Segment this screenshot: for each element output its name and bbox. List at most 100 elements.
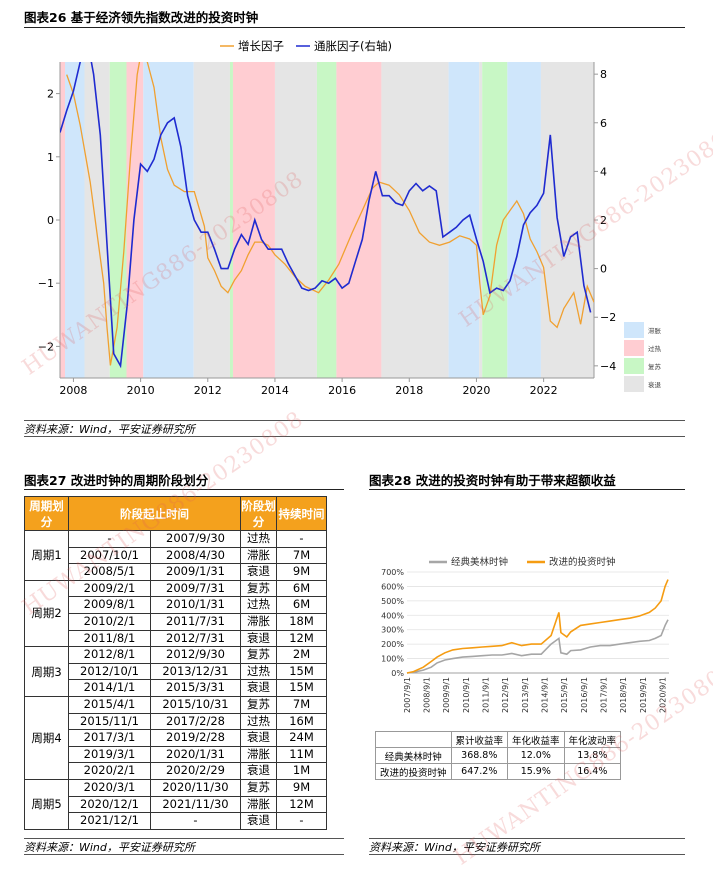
y-right-tick-label: −2 bbox=[600, 311, 616, 324]
phase-band bbox=[143, 62, 194, 378]
cycle-table-row: 2020/12/1 2021/11/30 滞胀 12M bbox=[25, 795, 327, 814]
legend-label: 增长因子 bbox=[238, 39, 284, 53]
cycle-table-row: 2012/10/1 2013/12/31 过热 15M bbox=[25, 662, 327, 681]
phase-start: 2010/2/1 bbox=[68, 612, 151, 631]
y-left-tick-label: 2 bbox=[47, 88, 54, 101]
y-right-tick-label: −4 bbox=[600, 360, 616, 373]
x-tick-label: 2020/9/1 bbox=[658, 677, 667, 713]
phase-name: 过热 bbox=[240, 596, 277, 614]
x-tick-label: 2013/9/1 bbox=[521, 677, 530, 713]
y-tick-label: 300% bbox=[381, 626, 404, 635]
phase-legend-label: 衰退 bbox=[648, 380, 662, 389]
x-tick-label: 2009/9/1 bbox=[442, 677, 451, 713]
phase-duration: - bbox=[276, 530, 327, 548]
x-tick-label: 2010 bbox=[127, 384, 155, 397]
phase-start: 2017/3/1 bbox=[68, 729, 151, 747]
perf-header-ann-vol: 年化波动率 bbox=[563, 731, 622, 748]
fig28-source-rule bbox=[369, 838, 685, 839]
x-tick-label: 2022 bbox=[530, 384, 558, 397]
phase-duration: 24M bbox=[276, 729, 327, 747]
phase-start: 2014/1/1 bbox=[68, 679, 151, 697]
phase-band bbox=[381, 62, 449, 378]
fig26-title-rule bbox=[24, 27, 685, 28]
phase-legend-swatch bbox=[624, 322, 644, 338]
x-tick-label: 2016 bbox=[328, 384, 356, 397]
y-tick-label: 0% bbox=[391, 669, 404, 678]
perf-cell: 16.4% bbox=[563, 763, 622, 780]
perf-cell: 15.9% bbox=[507, 763, 565, 780]
cycle-label: 周期3 bbox=[24, 646, 69, 697]
phase-end: 2013/12/31 bbox=[150, 662, 241, 681]
cycle-table-row: 周期4 2015/4/1 2015/10/31 复苏 7M bbox=[24, 695, 327, 780]
fig26-chart: 2008 2010 2012 2014 2016 2018 2020 2022 2 1 0 −1 −2 8… bbox=[38, 39, 668, 397]
phase-name: 复苏 bbox=[240, 646, 277, 664]
x-tick-label: 2010/9/1 bbox=[462, 677, 471, 713]
perf-header-cum: 累计收益率 bbox=[450, 731, 509, 748]
phase-legend-label: 过热 bbox=[648, 344, 662, 353]
cycle-table-row: 周期5 2020/3/1 2020/11/30 复苏 9M bbox=[24, 778, 327, 830]
header-phase: 阶段划分 bbox=[240, 496, 277, 531]
phase-name: 衰退 bbox=[240, 729, 277, 747]
x-tick-label: 2014 bbox=[261, 384, 289, 397]
fig28-title-rule bbox=[369, 489, 685, 490]
phase-duration: 7M bbox=[276, 695, 327, 714]
cycle-table-row: 2010/2/1 2011/7/31 滞胀 18M bbox=[25, 612, 327, 631]
y-tick-label: 200% bbox=[381, 640, 404, 649]
perf-cell: 12.0% bbox=[507, 747, 565, 764]
fig28-chart: 经典美林时钟 改进的投资时钟 700% 600% 500% 400% 300% 200% 10… bbox=[381, 556, 669, 713]
phase-duration: 2M bbox=[276, 646, 327, 664]
y-left-tick-label: −2 bbox=[38, 340, 54, 353]
cycle-table-row: 2021/12/1- 衰退 - bbox=[25, 812, 327, 830]
phase-band bbox=[193, 62, 230, 378]
classic-clock-line bbox=[406, 619, 669, 674]
x-tick-label: 2008/9/1 bbox=[423, 677, 432, 713]
performance-table: 累计收益率 年化收益率 年化波动率 经典美林时钟 368.8% 12.0% 13… bbox=[375, 731, 622, 780]
phase-end: 2019/2/28 bbox=[150, 729, 241, 747]
fig26-title: 图表26 基于经济领先指数改进的投资时钟 bbox=[24, 10, 259, 25]
x-tick-label: 2007/9/1 bbox=[403, 677, 412, 713]
cycle-table-row: 周期2 2009/2/1 2009/7/31 复苏 6M bbox=[24, 579, 327, 648]
phase-end: 2009/7/31 bbox=[150, 579, 241, 598]
y-tick-label: 500% bbox=[381, 597, 404, 606]
legend-label: 改进的投资时钟 bbox=[549, 556, 616, 568]
phase-name: 复苏 bbox=[240, 579, 277, 598]
phase-band bbox=[60, 62, 66, 378]
cycle-label: 周期2 bbox=[24, 579, 69, 648]
phase-end: 2007/9/30 bbox=[150, 530, 241, 548]
phase-start: 2020/2/1 bbox=[68, 762, 151, 780]
cycle-table-row: 周期1-2007/9/30 过热 - bbox=[24, 530, 327, 581]
phase-duration: 6M bbox=[276, 596, 327, 614]
phase-band bbox=[479, 62, 483, 378]
cycle-label: 周期1 bbox=[24, 530, 69, 581]
phase-name: 衰退 bbox=[240, 762, 277, 780]
phase-start: 2020/12/1 bbox=[68, 795, 151, 814]
fig27-source: 资料来源：Wind，平安证券研究所 bbox=[24, 841, 195, 854]
fig27-source-rule bbox=[24, 838, 344, 839]
improved-clock-line bbox=[406, 579, 669, 674]
phase-end: - bbox=[150, 812, 241, 830]
cycle-table-row: 2007/10/1 2008/4/30 滞胀 7M bbox=[25, 546, 327, 565]
phase-start: 2012/8/1 bbox=[68, 646, 151, 664]
header-period: 阶段起止时间 bbox=[68, 496, 241, 531]
phase-duration: 16M bbox=[276, 712, 327, 731]
fig28-bottom-rule bbox=[369, 854, 685, 855]
phase-band bbox=[65, 62, 85, 378]
x-tick-label: 2018/9/1 bbox=[619, 677, 628, 713]
phase-band bbox=[232, 62, 275, 378]
phase-end: 2011/7/31 bbox=[150, 612, 241, 631]
cycle-label: 周期4 bbox=[24, 695, 69, 780]
phase-name: 滞胀 bbox=[240, 612, 277, 631]
phase-end: 2020/11/30 bbox=[150, 778, 241, 797]
x-tick-label: 2020 bbox=[462, 384, 490, 397]
x-tick-label: 2012/9/1 bbox=[501, 677, 510, 713]
x-tick-label: 2018 bbox=[395, 384, 423, 397]
y-tick-label: 100% bbox=[381, 655, 404, 664]
phase-duration: 1M bbox=[276, 762, 327, 780]
phase-start: 2021/12/1 bbox=[68, 812, 151, 830]
fig26-bottom-rule bbox=[24, 436, 685, 437]
phase-name: 滞胀 bbox=[240, 745, 277, 764]
perf-cell: 647.2% bbox=[450, 763, 509, 780]
phase-name: 滞胀 bbox=[240, 546, 277, 565]
phase-end: 2017/2/28 bbox=[150, 712, 241, 731]
phase-end: 2021/11/30 bbox=[150, 795, 241, 814]
